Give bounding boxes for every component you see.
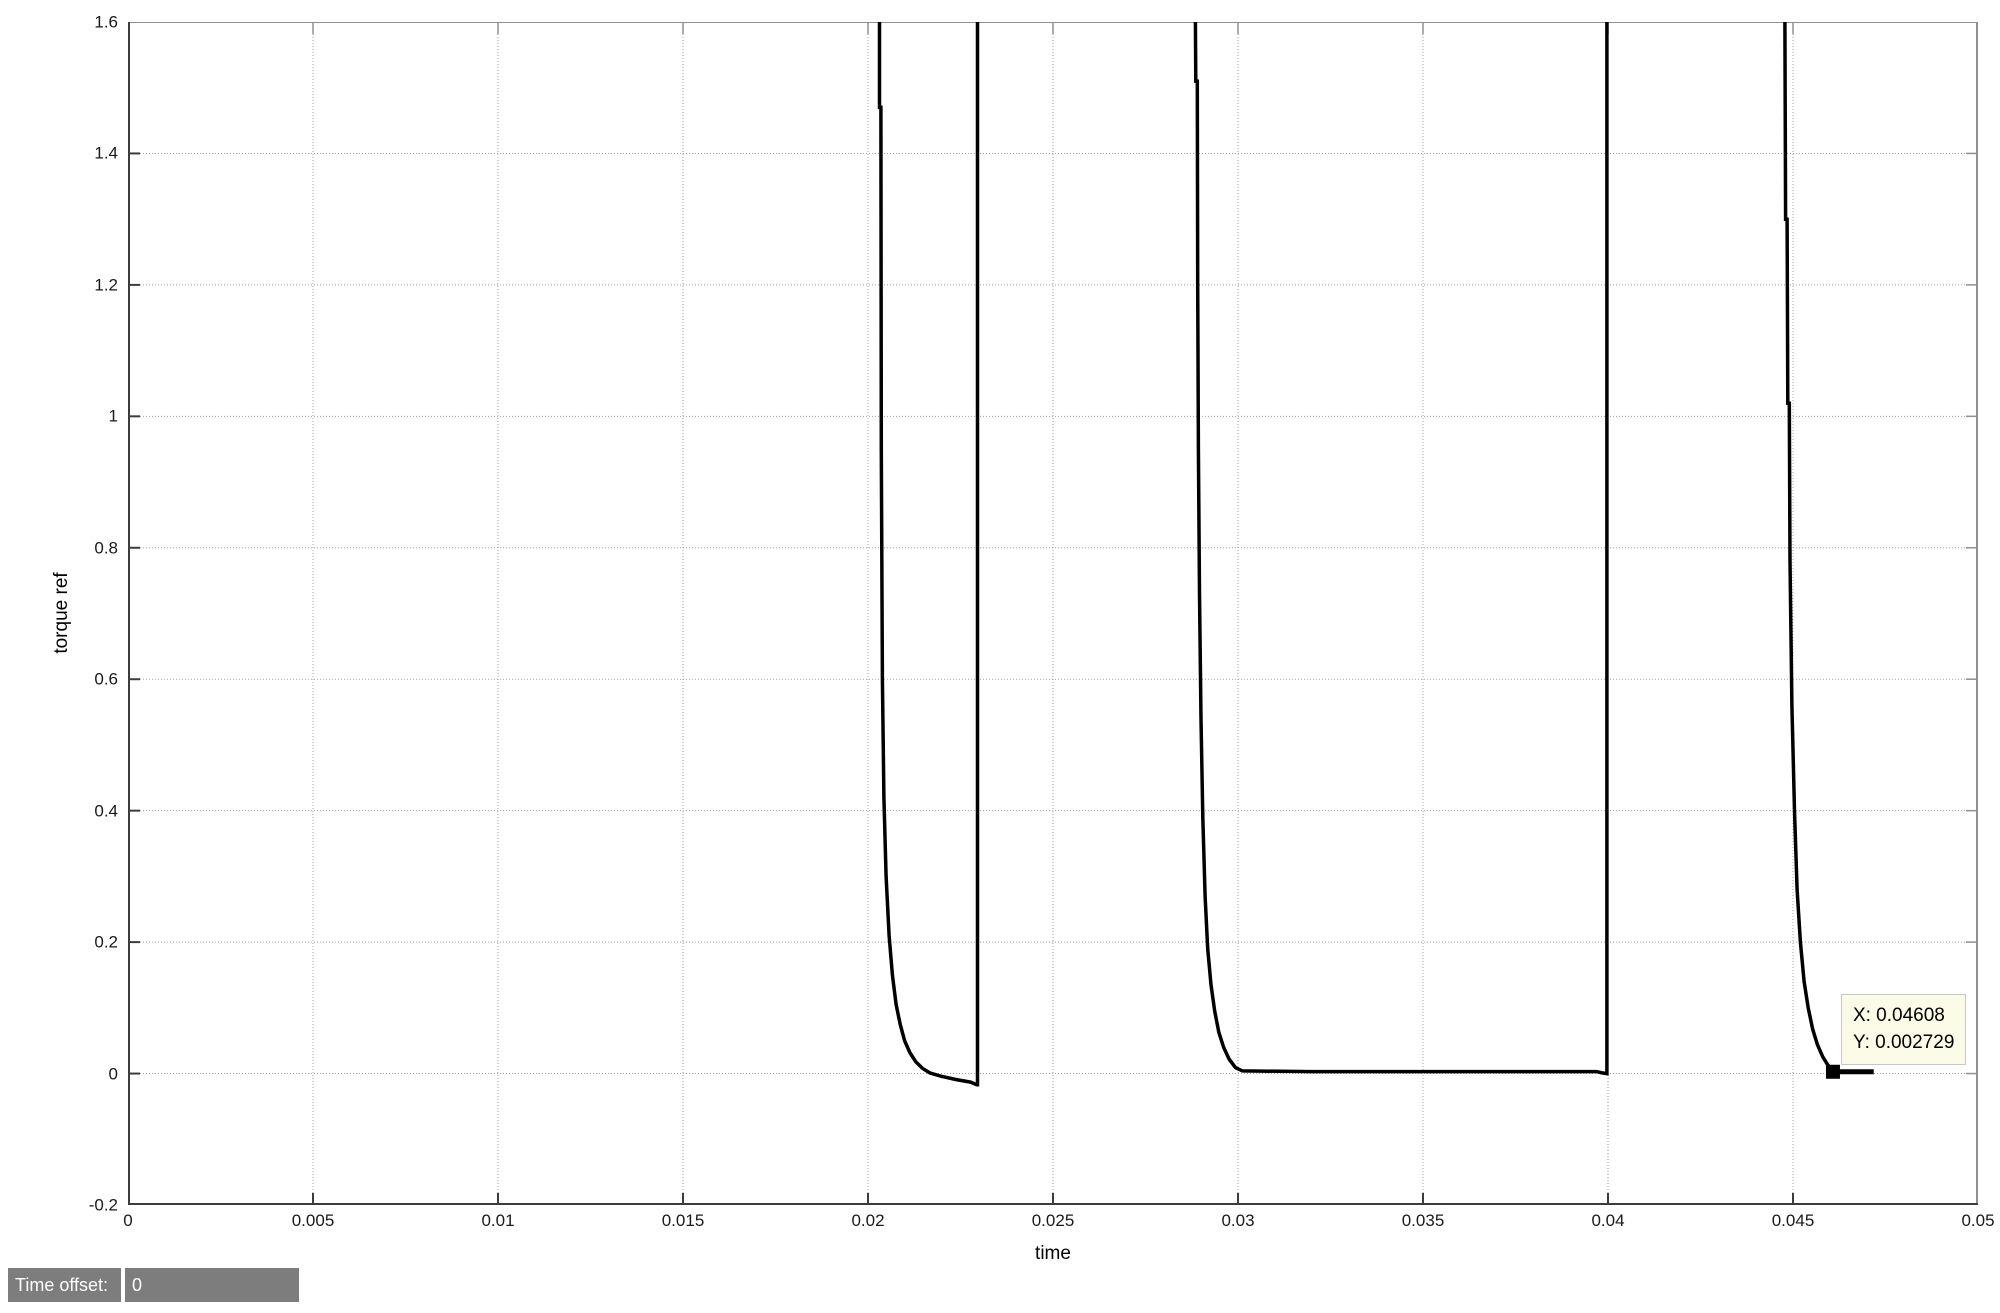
x-axis-label: time: [1035, 1243, 1071, 1264]
y-tick-label: 0.2: [94, 932, 118, 952]
datatip-marker[interactable]: [1825, 1064, 1840, 1079]
x-tick-label: 0.03: [1221, 1211, 1255, 1230]
plot-area[interactable]: X: 0.04608 Y: 0.002729: [128, 22, 1978, 1205]
x-tick-label: 0.025: [1031, 1211, 1075, 1230]
x-tick-label: 0.01: [481, 1211, 515, 1230]
x-tick-label: 0.045: [1771, 1211, 1815, 1230]
y-tick-label: 1.4: [94, 143, 118, 163]
torque-curve[interactable]: [877, 22, 980, 1087]
y-tick-label: 1.2: [94, 275, 118, 295]
plot-canvas: [128, 22, 1978, 1205]
y-tick-label: 1.6: [94, 12, 118, 32]
x-tick-label: 0.015: [661, 1211, 705, 1230]
y-tick-label: 0.8: [94, 538, 118, 558]
axes-frame: [128, 22, 1978, 1205]
x-tick-label: 0.04: [1591, 1211, 1625, 1230]
y-axis-label: torque ref: [51, 572, 72, 654]
x-tick-label: 0.05: [1961, 1211, 1995, 1230]
x-tick-label: 0.035: [1401, 1211, 1445, 1230]
y-tick-label: 0: [108, 1064, 118, 1084]
y-tick-label: 0.4: [94, 801, 118, 821]
datatip-y-text: Y: 0.002729: [1852, 1031, 1955, 1053]
torque-curve[interactable]: [1193, 22, 1609, 1076]
x-tick-label: 0: [123, 1211, 133, 1230]
torque-curve[interactable]: [1783, 22, 1836, 1073]
y-tick-label: -0.2: [88, 1195, 118, 1215]
time-offset-value: 0: [125, 1268, 299, 1302]
y-tick-label: 0.6: [94, 669, 118, 689]
time-offset-label: Time offset:: [8, 1268, 121, 1302]
grid-lines: [128, 22, 1978, 1205]
y-tick-label: 1: [108, 406, 118, 426]
datatip[interactable]: X: 0.04608 Y: 0.002729: [1840, 993, 1967, 1065]
x-tick-label: 0.005: [291, 1211, 335, 1230]
datatip-x-text: X: 0.04608: [1852, 1004, 1945, 1026]
x-tick-label: 0.02: [851, 1211, 885, 1230]
